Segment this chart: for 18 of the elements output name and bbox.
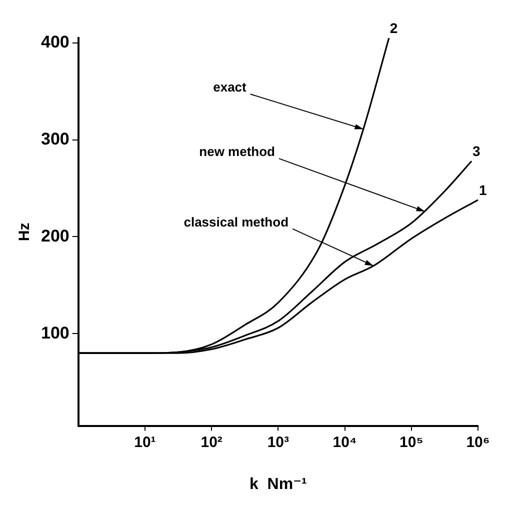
x-tick-label: 10⁵ [400,434,424,451]
y-tick-label: 400 [40,32,70,52]
x-tick-label: 10⁶ [466,434,490,451]
annotation: classical method [184,214,289,230]
x-tick-label: 10¹ [134,434,156,451]
y-tick-label: 100 [40,323,70,342]
x-tick-label: 10⁴ [332,434,357,451]
y-tick-label: 300 [40,129,70,148]
annotation: exact [213,80,248,95]
series-label: 3 [472,142,481,159]
annotation: new method [199,144,276,160]
x-tick-label: 10² [200,434,222,451]
x-axis-title: k Nm⁻¹ [250,476,307,493]
y-axis-title: Hz [16,222,34,242]
y-tick-label: 200 [40,226,70,246]
x-tick-label: 10³ [267,434,290,451]
series-label: 2 [390,20,398,36]
series-label: 1 [479,182,487,198]
